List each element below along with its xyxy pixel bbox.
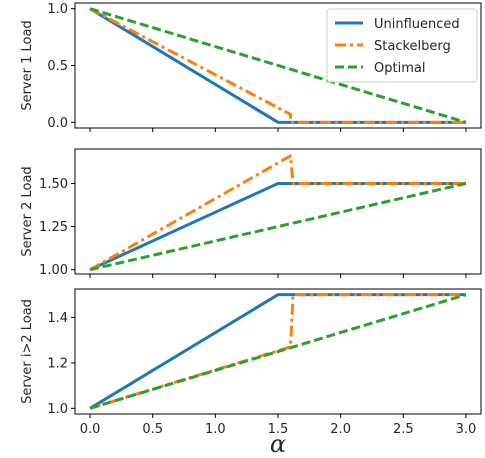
y-tick-label: 1.25 [39,220,68,235]
legend-label-uninfluenced: Uninfluenced [374,17,460,32]
x-tick-label: 0.5 [142,422,163,437]
y-tick-label: 0.5 [47,59,68,74]
legend-label-stackelberg: Stackelberg [374,39,451,54]
y-tick-label: 1.0 [47,2,68,17]
panel-3: 1.0 1.2 1.4 0.0 0.5 1.0 1.5 2.0 2.5 3.0 Server i>2… [20,288,482,437]
x-tick-label: 2.5 [393,422,414,437]
y-axis-label: Server i>2 Load [20,299,35,404]
x-tick-label: 1.5 [268,422,289,437]
legend: Uninfluenced Stackelberg Optimal [326,8,478,83]
y-tick-label: 1.0 [47,402,68,417]
series-line-stackelberg [89,154,466,271]
x-tick-label: 2.0 [330,422,351,437]
panel-1: 0.0 0.5 1.0 Server 1 Load [20,2,482,132]
y-tick-label: 1.50 [39,177,68,192]
x-tick-label: 1.0 [205,422,226,437]
y-tick-label: 1.00 [39,263,68,278]
y-tick-label: 0.0 [47,116,68,131]
legend-label-optimal: Optimal [374,61,425,76]
subplots: 0.0 0.5 1.0 Server 1 Load 1.00 1.25 1.50 Server… [20,2,482,437]
series-line-stackelberg [89,7,466,124]
series-line-uninfluenced [89,293,466,410]
y-tick-label: 1.4 [47,311,68,326]
x-tick-label: 0.0 [80,422,101,437]
y-tick-label: 1.2 [47,356,68,371]
x-tick-label: 3.0 [456,422,477,437]
legend-box [326,8,478,83]
series-line-optimal [89,7,467,124]
axes-frame [74,148,482,275]
y-axis-label: Server 2 Load [20,166,35,256]
panel-2: 1.00 1.25 1.50 Server 2 Load [20,148,482,278]
series-line-optimal [89,293,467,410]
series-line-optimal [89,182,467,272]
y-axis-label: Server 1 Load [20,20,35,110]
x-axis-label: α [270,430,286,458]
